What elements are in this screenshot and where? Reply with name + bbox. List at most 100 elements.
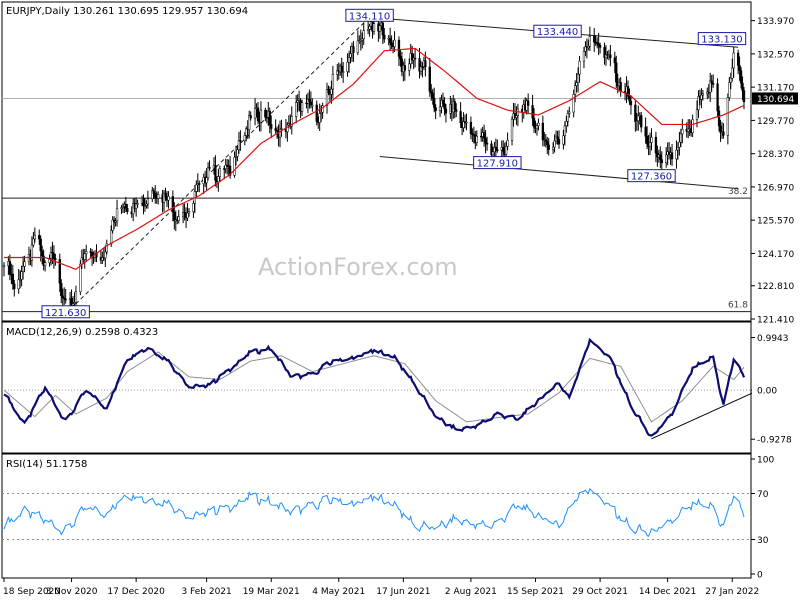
x-tick-label: 19 Mar 2021: [243, 587, 300, 597]
candle-up: [366, 29, 370, 31]
x-tick-label: 3 Nov 2020: [46, 587, 98, 597]
candle-down: [173, 212, 176, 222]
candle-down: [484, 138, 487, 144]
candle-up: [687, 128, 690, 132]
price-pane-title: EURJPY,Daily 130.261 130.695 129.957 130…: [6, 6, 248, 17]
candle-down: [712, 83, 715, 85]
candle-down: [441, 99, 445, 104]
candle-down: [270, 124, 273, 129]
candle-up: [121, 206, 125, 208]
candle-up: [635, 120, 638, 122]
candle-down: [609, 54, 612, 59]
candle-down: [90, 252, 94, 257]
candle-up: [43, 262, 47, 266]
candle-down: [41, 250, 44, 257]
candle-up: [368, 26, 371, 30]
candle-up: [568, 111, 571, 114]
candle-down: [541, 122, 544, 141]
current-price-label: 130.694: [757, 95, 794, 105]
candle-up: [587, 45, 590, 49]
x-tick-label: 4 May 2021: [312, 587, 365, 597]
candle-up: [186, 212, 189, 219]
candle-down: [424, 60, 427, 68]
y-tick-label: 131.170: [757, 84, 794, 94]
candle-down: [496, 149, 499, 152]
candle-up: [134, 203, 138, 209]
candle-up: [361, 38, 364, 41]
x-tick-label: 17 Dec 2020: [107, 587, 165, 597]
candle-up: [136, 203, 139, 205]
y-tick-label: 0.9943: [757, 334, 789, 344]
candle-up: [566, 113, 569, 122]
candle-down: [397, 39, 401, 57]
candle-down: [613, 57, 616, 64]
candle-up: [167, 196, 170, 201]
candle-up: [731, 67, 734, 79]
candle-down: [593, 36, 596, 43]
candle-down: [256, 107, 260, 122]
candle-up: [563, 125, 567, 137]
candle-up: [362, 30, 365, 40]
rsi-pane: RSI(14) 51.1758 100 70 30 0: [1, 453, 774, 581]
candle-down: [308, 99, 311, 103]
candle-up: [233, 156, 236, 176]
fib-level-label: 38.2: [728, 187, 748, 197]
candle-up: [278, 129, 282, 138]
candle-down: [421, 66, 424, 68]
candle-up: [321, 105, 324, 113]
candle-up: [342, 71, 345, 73]
moving-average-line: [4, 47, 745, 271]
candle-down: [547, 144, 550, 150]
candle-down: [736, 52, 740, 66]
y-tick-label: 125.570: [757, 217, 794, 227]
candle-up: [224, 164, 227, 170]
candle-up: [286, 124, 289, 133]
candle-up: [17, 279, 20, 290]
macd-zero-badge: [752, 384, 782, 397]
candle-down: [63, 297, 66, 300]
price-annotation-label: 127.360: [631, 172, 672, 183]
candle-up: [110, 230, 113, 245]
x-tick-label: 29 Oct 2021: [572, 587, 628, 597]
candle-up: [695, 109, 699, 120]
candle-down: [659, 154, 662, 160]
candle-down: [710, 80, 713, 84]
y-tick-label: 0: [757, 571, 763, 581]
candle-up: [535, 125, 539, 130]
macd-pane-frame: [1, 321, 752, 454]
candle-down: [634, 104, 637, 122]
y-tick-label: 126.970: [757, 183, 794, 193]
macd-pane-title: MACD(12,26,9) 0.2598 0.4323: [6, 327, 158, 338]
macd-zero-badge-label: 0.00: [757, 387, 777, 397]
candle-up: [475, 135, 478, 143]
candle-down: [38, 235, 41, 240]
candle-down: [208, 167, 211, 169]
candle-down: [39, 238, 42, 252]
candle-up: [192, 203, 195, 212]
candle-down: [154, 193, 157, 198]
candle-up: [195, 184, 198, 192]
candle-down: [327, 89, 330, 93]
candle-up: [728, 82, 731, 98]
candle-up: [419, 66, 423, 72]
candle-down: [443, 103, 446, 110]
price-annotation-label: 134.110: [349, 11, 390, 22]
price-annotation-box: [473, 156, 522, 170]
candle-down: [453, 101, 456, 110]
candle-up: [20, 271, 23, 280]
candle-down: [430, 91, 433, 94]
candle-down: [352, 46, 355, 53]
candle-up: [637, 115, 640, 121]
candle-up: [206, 167, 210, 179]
candle-up: [697, 96, 700, 111]
candle-down: [89, 251, 92, 253]
candle-up: [575, 82, 578, 86]
candle-down: [444, 108, 448, 114]
y-tick-label: 30: [757, 536, 769, 546]
candle-up: [187, 211, 191, 214]
macd-pane: MACD(12,26,9) 0.2598 0.4323 0.9943 0.00 -0…: [1, 321, 792, 454]
candle-up: [48, 258, 51, 263]
candle-up: [551, 146, 555, 150]
y-tick-label: 122.810: [757, 282, 794, 292]
candle-up: [726, 97, 729, 136]
